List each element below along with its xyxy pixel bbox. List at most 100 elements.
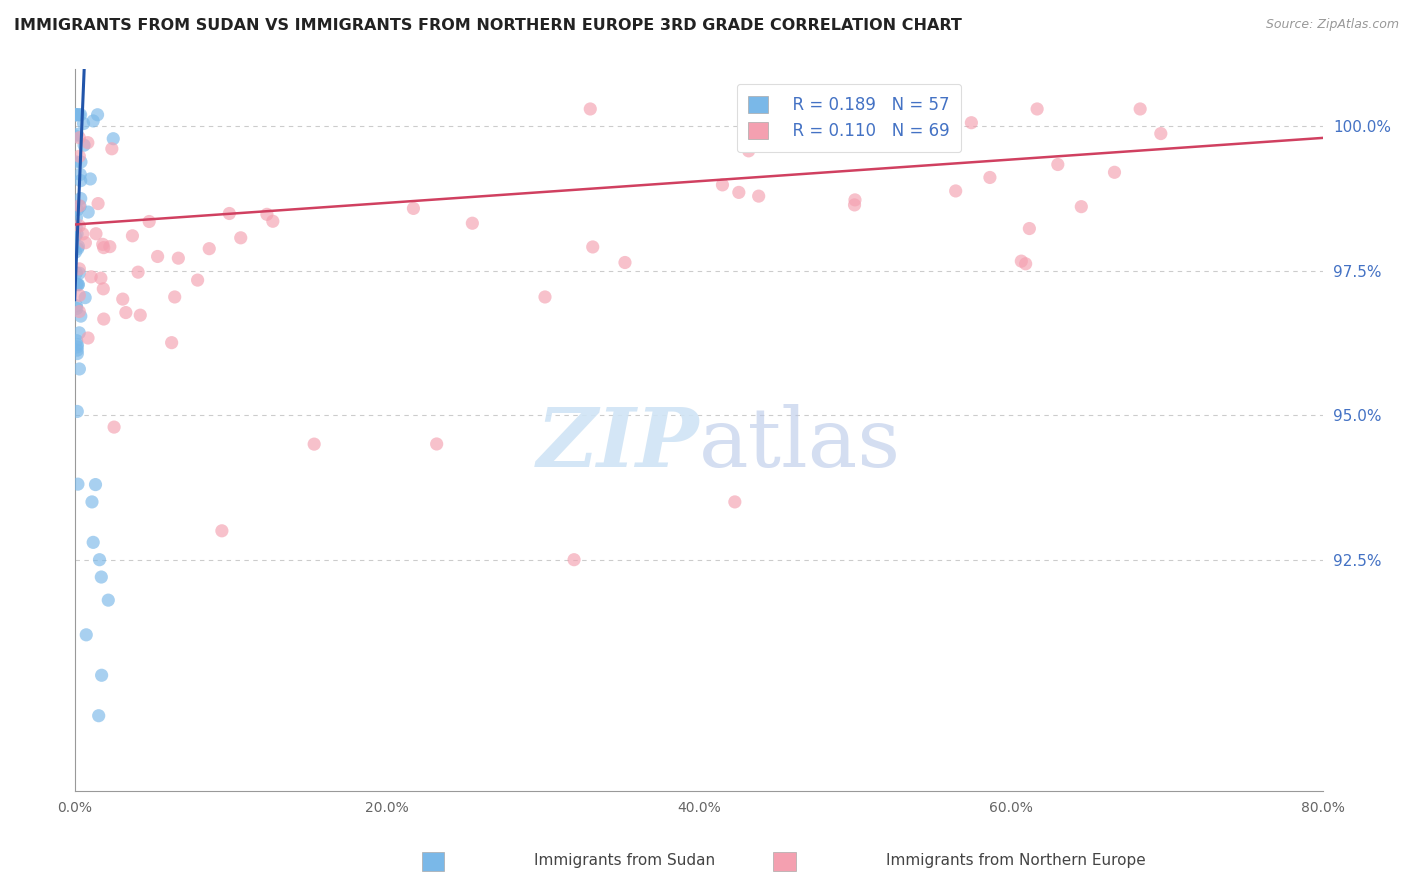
Point [98, 240, 121, 254]
Point [67, 239, 90, 253]
Point [229, 231, 252, 245]
Point [67, 304, 90, 318]
Point [579, 102, 602, 116]
Point [582, 240, 605, 254]
Point [727, 186, 749, 200]
Point [66, 242, 89, 256]
Point [614, 255, 637, 269]
Point [91, 237, 114, 252]
Point [67, 199, 90, 213]
Point [65, 211, 87, 225]
Point [79, 172, 101, 186]
Point [69, 168, 91, 182]
Text: Immigrants from Northern Europe: Immigrants from Northern Europe [886, 854, 1146, 868]
Point [77, 331, 100, 345]
Point [75, 291, 97, 305]
Point [101, 142, 124, 156]
Point [67, 261, 90, 276]
Point [1026, 102, 1049, 116]
Point [67, 149, 90, 163]
Point [66, 477, 89, 491]
Point [1010, 254, 1032, 268]
Point [146, 250, 169, 264]
Text: ZIP: ZIP [536, 404, 699, 484]
Point [86, 108, 108, 122]
Point [66, 202, 89, 217]
Point [724, 495, 747, 509]
Point [67, 130, 90, 145]
Point [69, 174, 91, 188]
Point [111, 292, 134, 306]
Point [69, 192, 91, 206]
Point [1070, 200, 1092, 214]
Point [67, 288, 90, 302]
Point [65, 108, 87, 122]
Point [262, 214, 284, 228]
Point [534, 290, 557, 304]
Point [711, 178, 734, 192]
Point [121, 228, 143, 243]
Point [1150, 127, 1173, 141]
Point [76, 136, 98, 150]
Point [66, 337, 89, 351]
Text: atlas: atlas [699, 404, 901, 484]
Point [211, 524, 233, 538]
Point [90, 271, 112, 285]
Point [167, 251, 190, 265]
Point [72, 227, 94, 241]
Point [77, 205, 100, 219]
Point [66, 128, 89, 142]
Point [960, 116, 983, 130]
Point [67, 362, 90, 376]
Point [66, 346, 89, 360]
Point [90, 570, 112, 584]
Point [67, 266, 90, 280]
Point [844, 198, 866, 212]
Point [218, 206, 240, 220]
Point [880, 122, 903, 136]
Point [979, 170, 1001, 185]
Point [70, 155, 93, 169]
Point [66, 343, 89, 358]
Point [115, 305, 138, 319]
Point [66, 404, 89, 418]
Point [66, 227, 89, 241]
Point [97, 593, 120, 607]
Point [67, 108, 90, 122]
Point [1129, 102, 1152, 116]
Point [75, 628, 97, 642]
Point [82, 535, 104, 549]
Point [737, 144, 759, 158]
Point [93, 312, 115, 326]
Point [84, 477, 107, 491]
Point [943, 125, 966, 139]
Point [67, 277, 90, 292]
Point [69, 108, 91, 122]
Point [66, 277, 89, 292]
Point [103, 131, 125, 145]
Text: Source: ZipAtlas.com: Source: ZipAtlas.com [1265, 18, 1399, 31]
Point [256, 207, 278, 221]
Point [198, 242, 221, 256]
Point [1046, 157, 1069, 171]
Point [187, 273, 209, 287]
Text: Immigrants from Sudan: Immigrants from Sudan [534, 854, 716, 868]
Legend:   R = 0.189   N = 57,   R = 0.110   N = 69: R = 0.189 N = 57, R = 0.110 N = 69 [737, 84, 960, 152]
Point [84, 227, 107, 241]
Point [87, 196, 110, 211]
Point [129, 308, 152, 322]
Point [65, 129, 87, 144]
Point [127, 265, 149, 279]
Point [65, 220, 87, 235]
Point [844, 193, 866, 207]
Point [69, 309, 91, 323]
Point [93, 241, 115, 255]
Point [66, 334, 89, 348]
Point [1014, 257, 1036, 271]
Point [67, 219, 90, 233]
Point [65, 299, 87, 313]
Point [65, 229, 87, 244]
Point [69, 199, 91, 213]
Point [65, 245, 87, 260]
Point [82, 114, 104, 128]
